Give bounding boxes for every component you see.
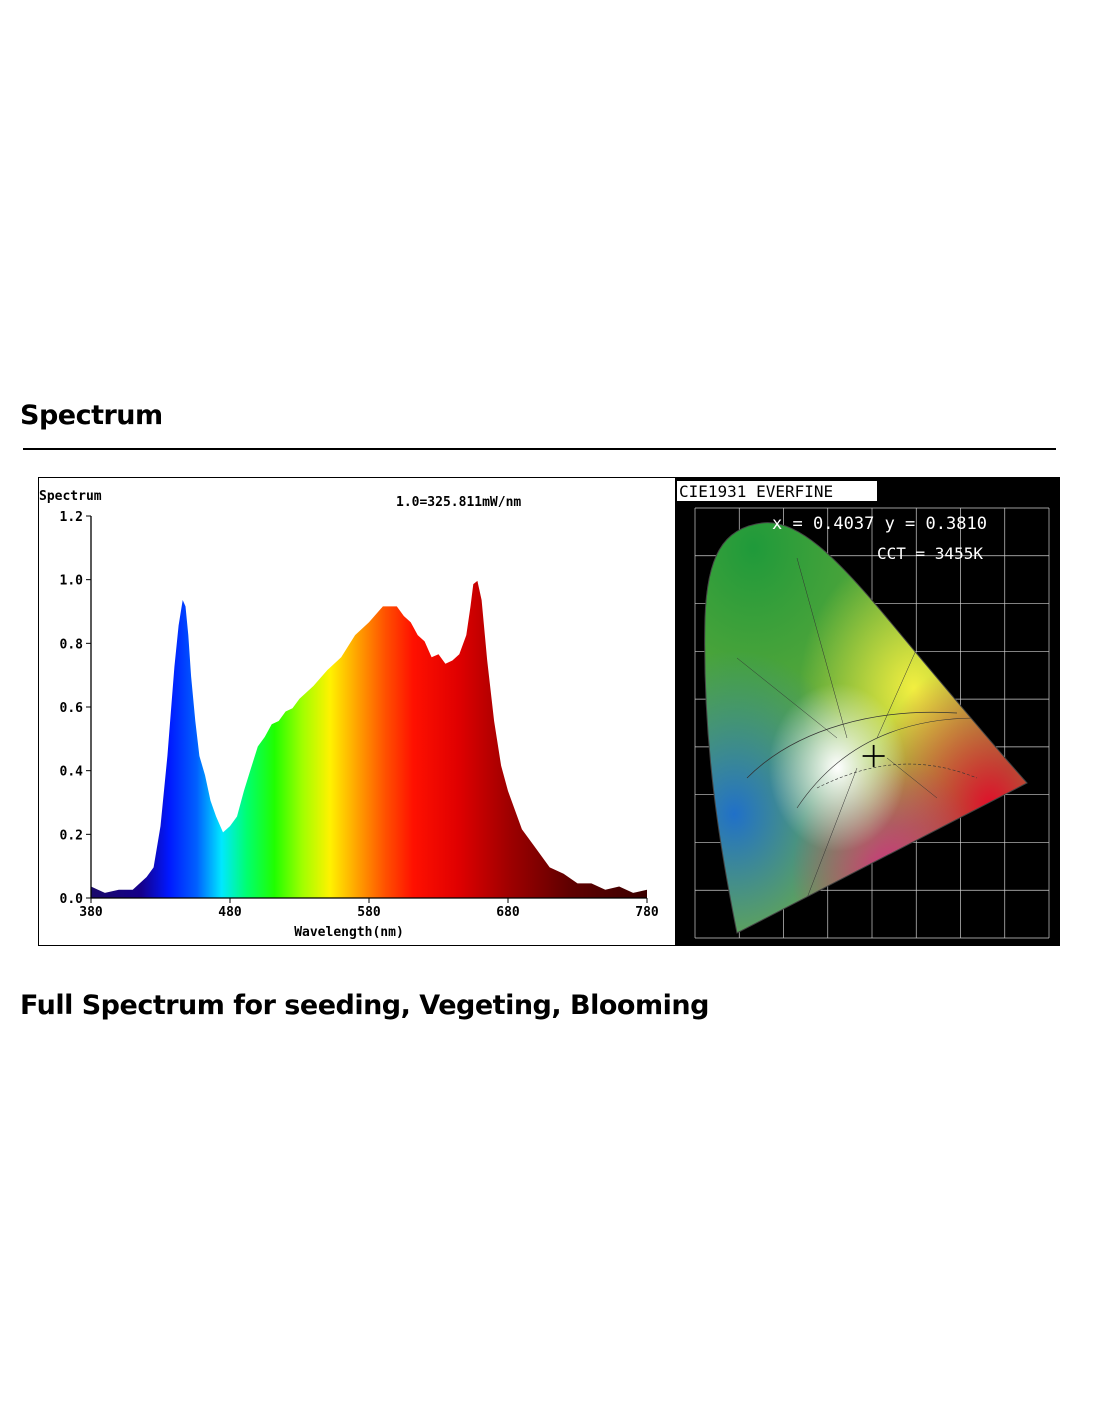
spectrum-chart-panel: Spectrum 1.0=325.811mW/nm 0.0 0.2 0.4 0.6 0.… — [38, 477, 676, 946]
x-tick-label: 480 — [218, 905, 242, 920]
spectrum-chart: Spectrum 1.0=325.811mW/nm 0.00.20.40.60.… — [39, 489, 659, 940]
spectrum-power-annotation: 1.0=325.811mW/nm — [396, 495, 521, 510]
y-tick-label: 0.6 — [60, 701, 84, 716]
y-tick-label: 0.2 — [60, 828, 83, 843]
cie-xy-readout: x = 0.4037 y = 0.3810 — [772, 514, 987, 534]
y-tick-label: 0.4 — [60, 765, 84, 780]
cie-horseshoe — [704, 522, 1028, 933]
spectrum-chart-title: Spectrum — [39, 489, 102, 504]
x-tick-label: 580 — [357, 905, 381, 920]
section-heading-full-spectrum: Full Spectrum for seeding, Vegeting, Blo… — [20, 990, 709, 1021]
heading-divider — [23, 448, 1056, 450]
cie-cct-readout: CCT = 3455K — [877, 544, 983, 563]
cie-chart-title: CIE1931 EVERFINE — [679, 482, 833, 501]
y-tick-label: 0.0 — [60, 892, 84, 907]
spectrum-fill — [91, 580, 647, 898]
cie-chromaticity-point — [862, 744, 885, 767]
y-tick-label: 1.0 — [60, 574, 84, 589]
x-tick-label: 380 — [79, 905, 103, 920]
spectrum-area-series — [91, 580, 647, 898]
spectrum-x-axis-label: Wavelength(nm) — [294, 925, 404, 940]
spectrum-y-ticks: 0.0 0.2 0.4 0.6 0.8 1.0 1.2 — [60, 510, 91, 907]
cie-chromaticity-chart: CIE1931 EVERFINE x = 0.4037 y = 0.3810 C… — [677, 481, 1050, 939]
section-heading-spectrum: Spectrum — [20, 400, 163, 431]
cie-horseshoe-outline — [704, 522, 1028, 934]
y-tick-label: 1.2 — [60, 510, 83, 525]
y-tick-label: 0.8 — [60, 637, 84, 652]
cie-chart-panel: CIE1931 EVERFINE x = 0.4037 y = 0.3810 C… — [676, 477, 1060, 946]
x-tick-label: 780 — [635, 905, 659, 920]
x-tick-label: 680 — [496, 905, 520, 920]
spectrum-x-ticks: 380 480 580 680 780 — [79, 898, 659, 920]
cie-title-box — [677, 481, 877, 501]
